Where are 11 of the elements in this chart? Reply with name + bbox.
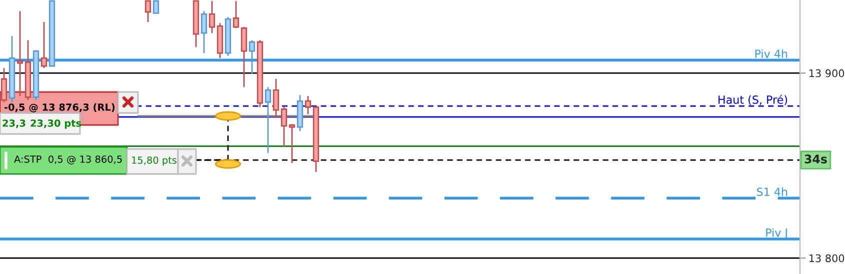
annotation: A:STP 0,5 @ 13 860,5 — [14, 155, 122, 164]
y-tick-label: 13 900 — [809, 69, 844, 78]
y-tick-label: 13 800 — [809, 254, 844, 262]
annotation: 34s — [804, 154, 827, 164]
annotation: 23,30 pts — [30, 119, 82, 129]
ref-line-label: Haut (S, Pré) — [718, 94, 788, 106]
annotation: -0,5 @ 13 876,3 (RL) — [4, 103, 115, 112]
ref-line-label: S1 4h — [756, 187, 788, 196]
ref-line-label: Piv 4h — [755, 49, 788, 58]
annotation: 23,3 — [2, 119, 26, 128]
annotation: 15,80 pts — [132, 156, 176, 166]
